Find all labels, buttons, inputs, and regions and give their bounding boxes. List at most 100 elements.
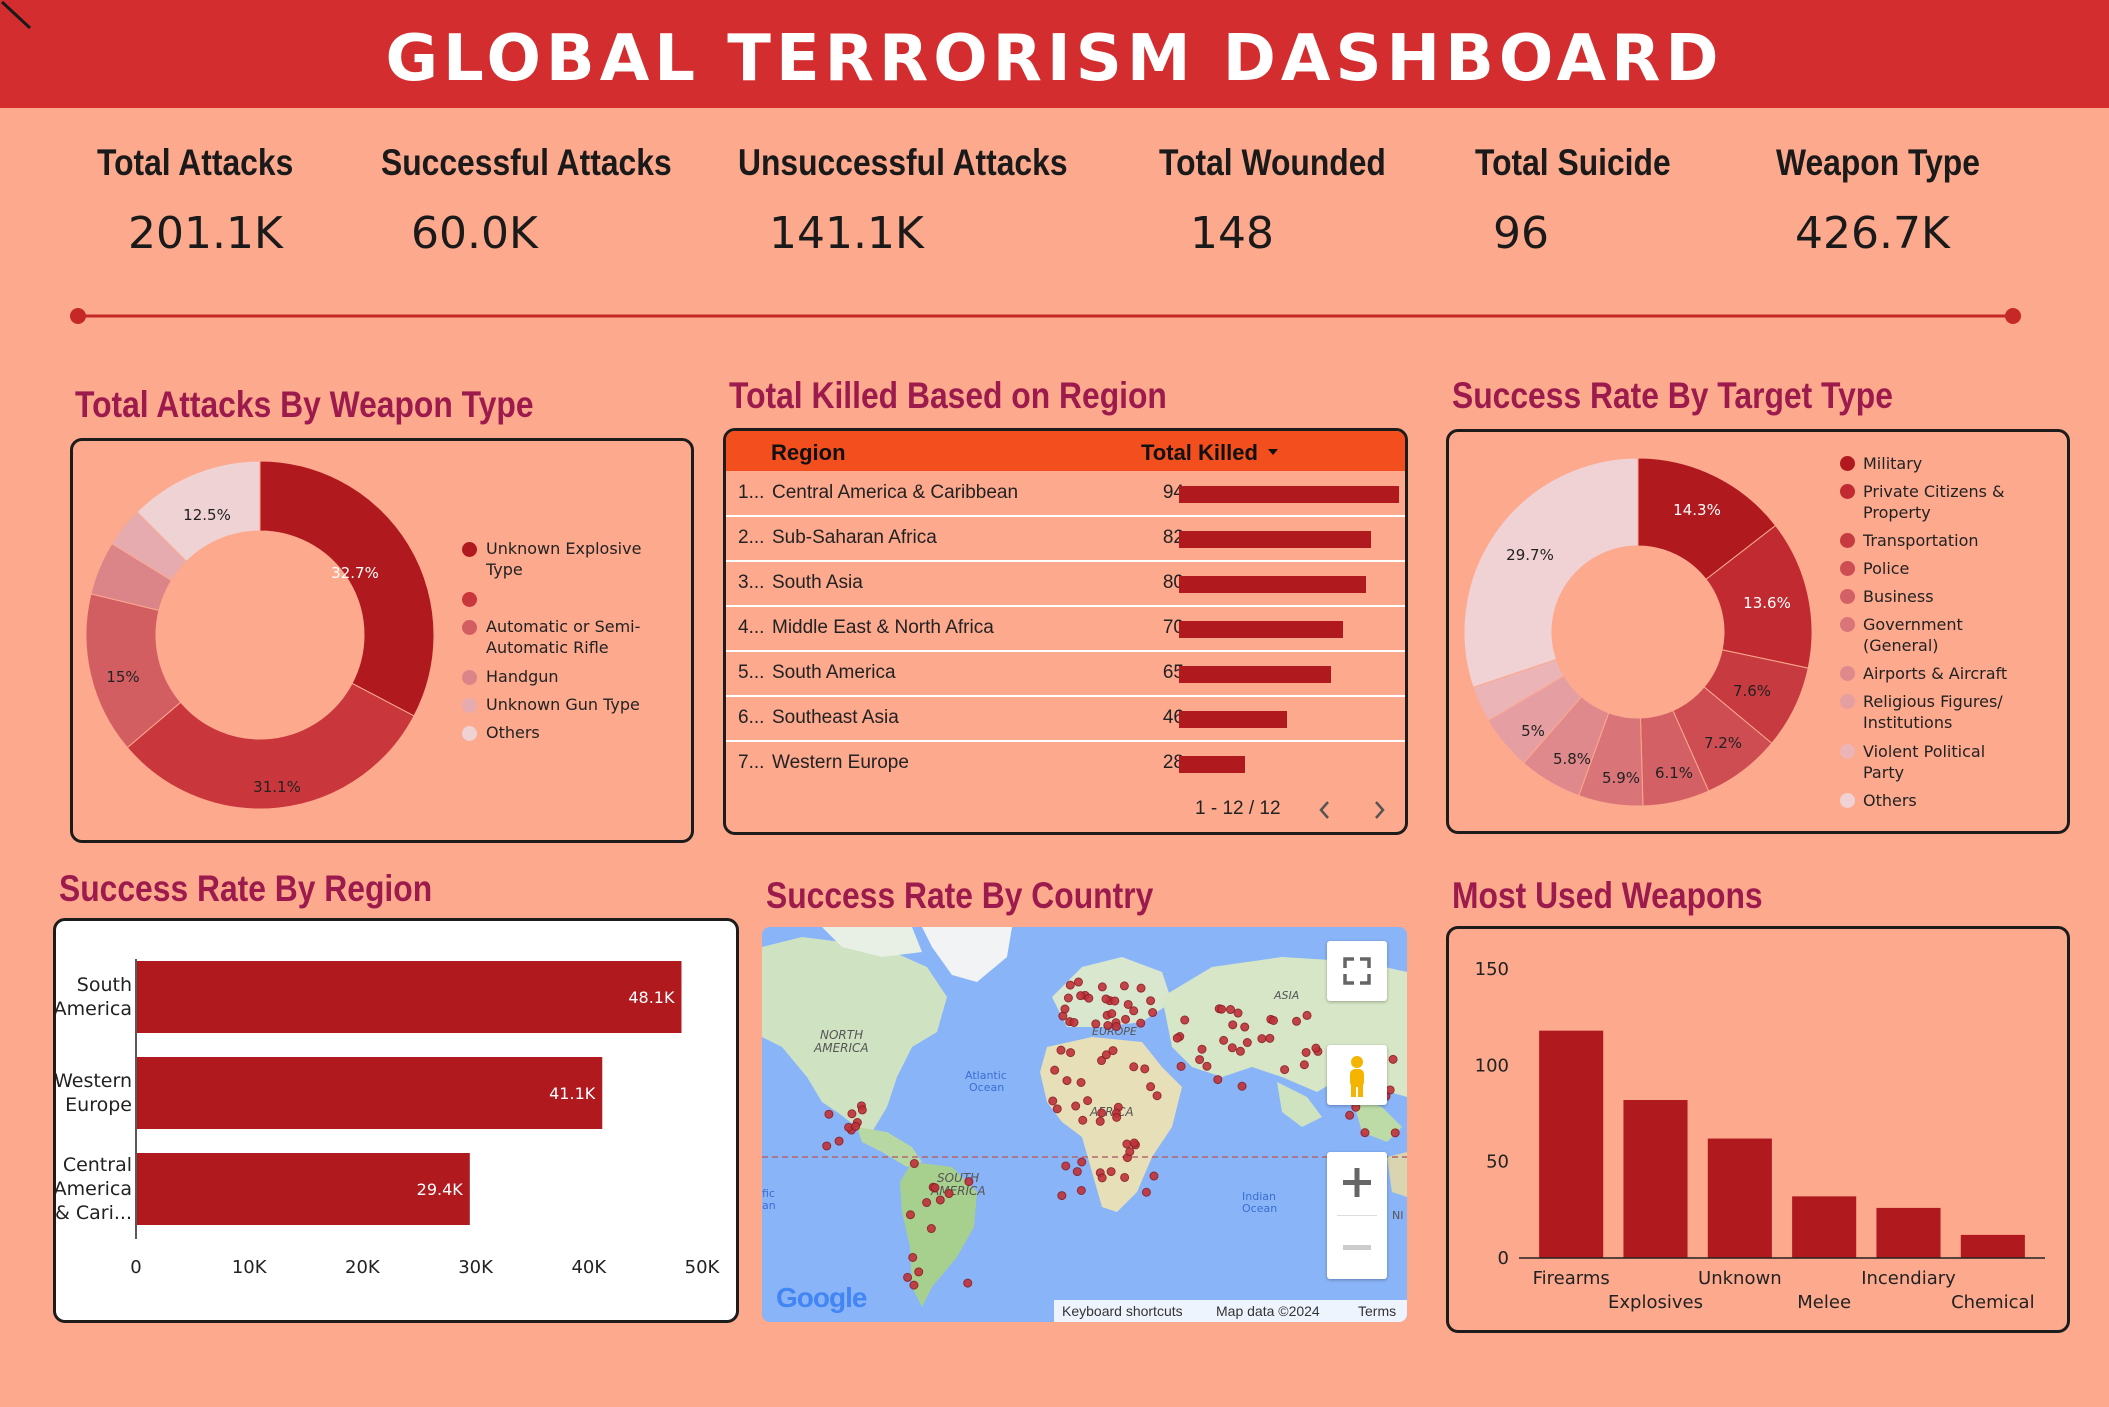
table-cell-region: Southeast Asia: [772, 707, 899, 728]
region-bar-value: 41.1K: [549, 1084, 596, 1103]
target-donut-label-7: 5.8%: [1553, 750, 1591, 768]
map-incident-marker: [1129, 1138, 1139, 1148]
region-bar-tick: 40K: [571, 1257, 607, 1278]
table-cell-region: Middle East & North Africa: [772, 617, 994, 638]
map-incident-marker: [1062, 1076, 1072, 1086]
target-donut-label-2: 13.6%: [1743, 594, 1791, 612]
map-incident-marker: [1257, 1034, 1267, 1044]
table-cell-rank: 7...: [738, 752, 765, 773]
map-incident-marker: [1097, 1056, 1107, 1066]
google-logo-text: Google: [776, 1282, 867, 1313]
landmass-arctic-canada: [822, 927, 922, 957]
map-incident-marker: [1072, 1167, 1082, 1177]
map-incident-marker: [905, 1210, 915, 1220]
map-incident-marker: [1121, 1014, 1131, 1024]
table-cell-region: South Asia: [772, 572, 863, 593]
region-table-title: Total Killed Based on Region: [729, 375, 1167, 416]
table-row[interactable]: 3... South Asia 80: [726, 562, 1405, 607]
table-row[interactable]: 2... Sub-Saharan Africa 82: [726, 517, 1405, 562]
weapon-donut-title: Total Attacks By Weapon Type: [75, 384, 534, 425]
region-bar-category: Europe: [65, 1094, 132, 1116]
map-incident-marker: [851, 1121, 861, 1131]
table-row[interactable]: 6... Southeast Asia 46: [726, 697, 1405, 742]
keyboard-shortcuts-link[interactable]: Keyboard shortcuts: [1062, 1303, 1183, 1319]
table-bar: [1179, 711, 1287, 728]
map-incident-marker: [1097, 1108, 1107, 1118]
fullscreen-button[interactable]: [1327, 941, 1387, 1001]
table-cell-value: 80: [1162, 572, 1184, 593]
street-view-button[interactable]: [1327, 1045, 1387, 1105]
map-incident-marker: [1301, 1047, 1311, 1057]
weapon-donut-label-4: 12.5%: [183, 506, 231, 524]
zoom-in-icon[interactable]: [1327, 1152, 1387, 1212]
column-header-total-killed[interactable]: Total Killed: [1141, 440, 1258, 465]
legend-item-unknown-explosive: Unknown Explosive Type: [486, 539, 642, 579]
map-incident-marker: [909, 1159, 919, 1169]
map-incident-marker: [935, 1195, 945, 1205]
legend-item-military: Military: [1863, 454, 1923, 473]
landmass-africa: [1040, 1037, 1182, 1212]
landmass-north-america: [762, 937, 947, 1132]
sort-down-icon[interactable]: [1267, 447, 1279, 457]
kpi-label-unsuccessful-attacks: Unsuccessful Attacks: [738, 142, 1068, 183]
map-incident-marker: [1385, 1085, 1395, 1095]
map-incident-marker: [1119, 981, 1129, 991]
kpi-label-total-attacks: Total Attacks: [97, 142, 294, 183]
target-donut-label-4: 7.2%: [1704, 734, 1742, 752]
region-bars-title: Success Rate By Region: [59, 868, 433, 909]
map-incident-marker: [1056, 1045, 1066, 1055]
region-bar: [137, 1153, 470, 1225]
legend-item-government: Government (General): [1863, 615, 1963, 655]
legend-item-transportation: Transportation: [1863, 531, 1979, 550]
map-incident-marker: [1071, 1101, 1081, 1111]
table-cell-rank: 3...: [738, 572, 765, 593]
region-bar-category: America: [56, 998, 132, 1020]
map-incident-marker: [1197, 1044, 1207, 1054]
target-donut-legend: Military Private Citizens & Property Tra…: [1840, 453, 2060, 823]
map-incident-marker: [1233, 1008, 1243, 1018]
region-bar-tick: 10K: [232, 1257, 268, 1278]
map-incident-marker: [1227, 1043, 1237, 1053]
kpi-divider: [70, 308, 2021, 324]
target-donut-panel: [1446, 429, 2070, 834]
zoom-out-icon[interactable]: [1327, 1217, 1387, 1277]
country-map[interactable]: NORTH AMERICA SOUTH AMERICA EUROPE ASIA AF…: [762, 927, 1407, 1322]
country-map-title: Success Rate By Country: [766, 875, 1154, 916]
map-incident-marker: [1078, 1115, 1088, 1125]
map-incident-marker: [1057, 1191, 1067, 1201]
table-row[interactable]: 4... Middle East & North Africa 70: [726, 607, 1405, 652]
map-incident-marker: [1146, 996, 1156, 1006]
legend-swatch: [462, 698, 477, 713]
table-row[interactable]: 1... Central America & Caribbean 94: [726, 472, 1405, 517]
landmass-greenland: [922, 927, 1012, 982]
chevron-right-icon[interactable]: [1370, 799, 1388, 821]
weapon-donut-label-3: 15%: [106, 668, 139, 686]
kpi-label-total-wounded: Total Wounded: [1159, 142, 1386, 183]
map-incident-marker: [1101, 1050, 1111, 1060]
weapon-donut-label-2: 31.1%: [253, 778, 301, 796]
map-incident-marker: [1202, 1061, 1212, 1071]
fullscreen-icon: [1343, 957, 1371, 985]
table-cell-value: 28: [1162, 752, 1184, 773]
terms-link[interactable]: Terms: [1358, 1303, 1397, 1319]
target-donut-label-9: 29.7%: [1506, 546, 1554, 564]
map-canvas[interactable]: NORTH AMERICA SOUTH AMERICA EUROPE ASIA AF…: [762, 927, 1407, 1322]
weapon-donut-panel: [70, 438, 694, 843]
column-header-region[interactable]: Region: [771, 440, 846, 465]
legend-swatch: [462, 620, 477, 635]
map-incident-marker: [930, 1183, 940, 1193]
zoom-control[interactable]: [1327, 1152, 1387, 1279]
chevron-left-icon[interactable]: [1316, 799, 1334, 821]
table-row[interactable]: 7... Western Europe 28: [726, 742, 1405, 785]
weapons-bar: [1876, 1207, 1941, 1258]
table-row[interactable]: 5... South America 65: [726, 652, 1405, 697]
legend-item-violent-political: Violent Political Party: [1863, 742, 1986, 782]
weapons-bar: [1792, 1196, 1857, 1258]
map-incident-marker: [1176, 1061, 1186, 1071]
landmass-india: [1277, 1082, 1322, 1127]
weapons-bar-category: Unknown: [1698, 1268, 1782, 1289]
map-incident-marker: [834, 1136, 844, 1146]
map-incident-marker: [903, 1272, 913, 1282]
corner-mark-icon: [0, 0, 32, 30]
map-incident-marker: [1240, 1022, 1250, 1032]
